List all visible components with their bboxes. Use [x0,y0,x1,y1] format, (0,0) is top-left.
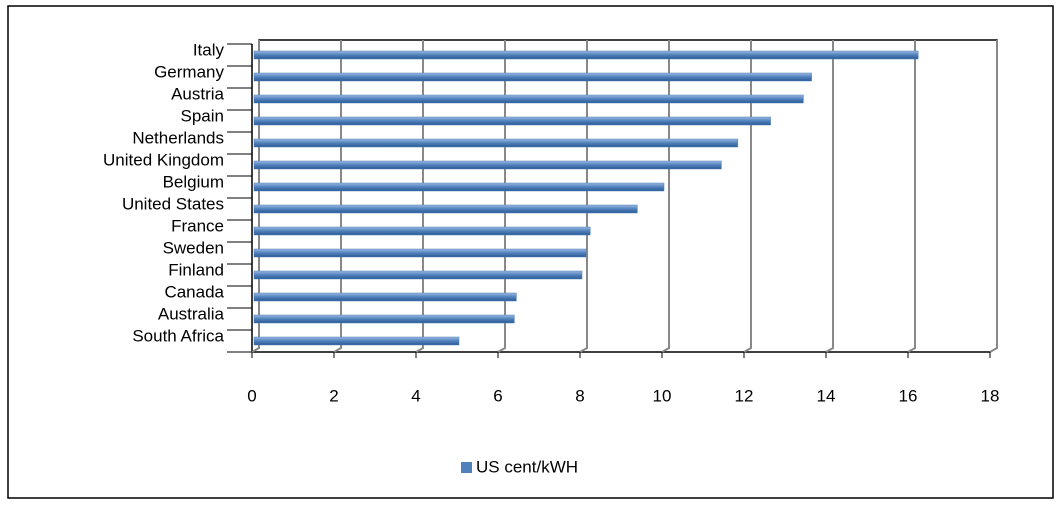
bar [253,72,812,82]
y-tick-label: Spain [181,106,224,125]
x-tick-label: 2 [329,386,338,405]
grid-line [743,40,752,353]
bar [253,336,460,346]
bar [253,160,722,170]
x-tick-label: 12 [735,386,754,405]
y-tick-label: Canada [164,282,224,301]
bar [253,270,583,280]
y-tick-label: Belgium [163,172,224,191]
grid-line [825,40,834,353]
bar [253,226,591,236]
x-tick-label: 18 [981,386,1000,405]
bar [253,292,517,302]
y-tick-label: France [171,216,224,235]
x-tick-label: 14 [817,386,836,405]
y-tick-label: Italy [193,40,225,59]
x-tick-label: 0 [247,386,256,405]
y-tick-label: Netherlands [132,128,224,147]
bar [253,50,919,60]
grid-line [907,40,916,353]
bar [253,182,665,192]
x-tick-label: 6 [493,386,502,405]
bar [253,248,587,258]
x-tick-label: 8 [575,386,584,405]
y-tick-label: Austria [171,84,224,103]
bar [253,116,771,126]
y-tick-label: United Kingdom [103,150,224,169]
y-tick-label: Sweden [163,238,224,257]
legend-label: US cent/kWH [476,457,578,476]
y-tick-label: Germany [154,62,224,81]
x-tick-label: 16 [899,386,918,405]
bar [253,314,515,324]
legend-marker [461,462,472,473]
grid-line [989,40,998,353]
y-tick-label: Australia [158,304,225,323]
bar [253,138,739,148]
y-tick-label: United States [122,194,224,213]
bar [253,94,804,104]
y-tick-label: South Africa [132,326,224,345]
x-tick-label: 10 [653,386,672,405]
y-tick-label: Finland [168,260,224,279]
bar [253,204,638,214]
x-tick-label: 4 [411,386,420,405]
